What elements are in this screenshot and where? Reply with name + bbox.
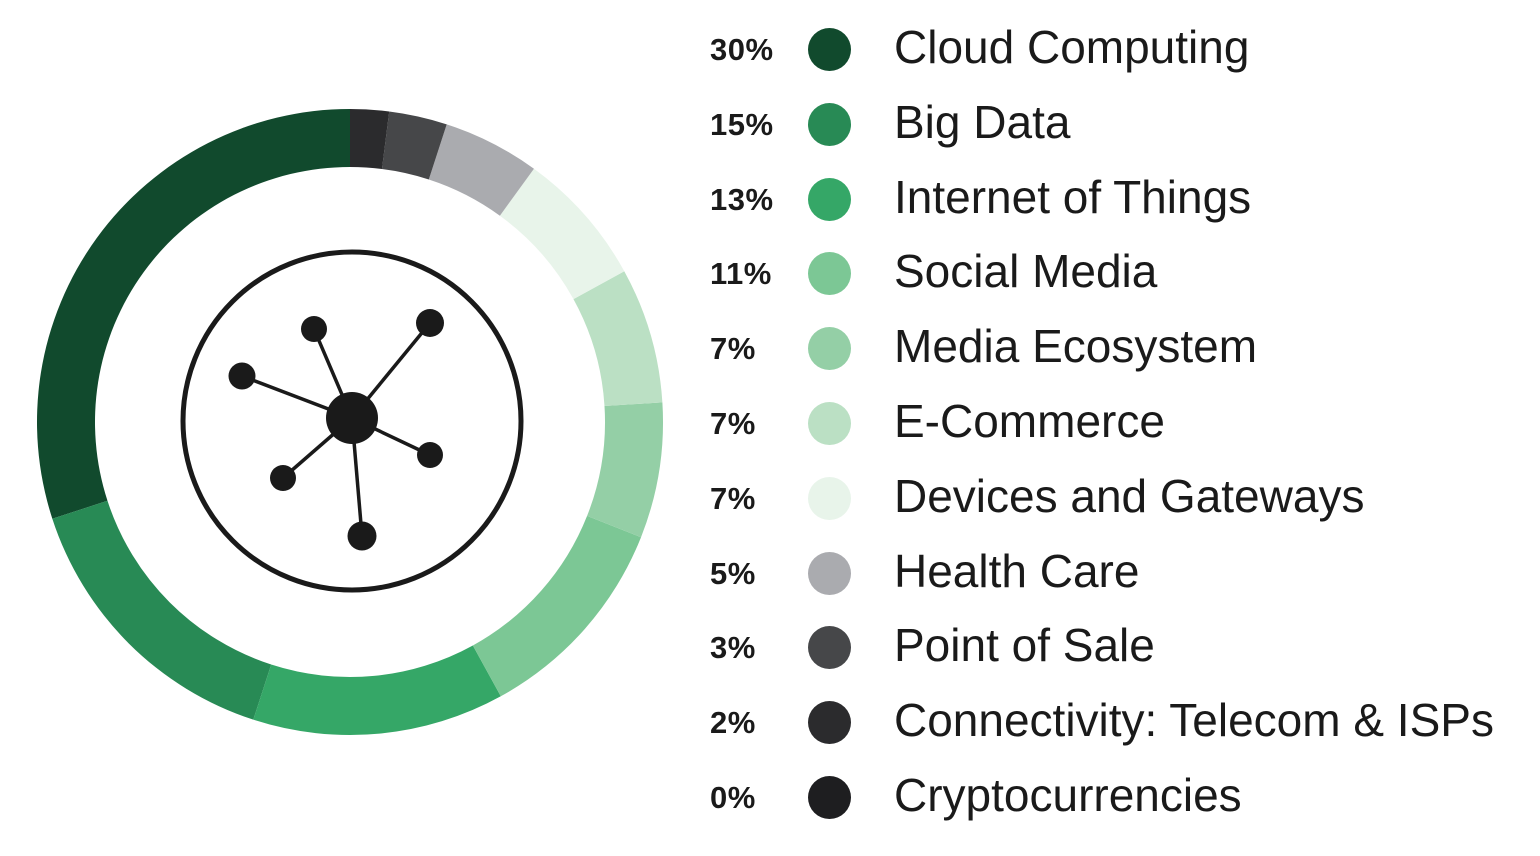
legend-value-label: 0% xyxy=(710,779,756,815)
legend-swatch xyxy=(808,327,851,371)
legend-item: 13% Internet of Things xyxy=(700,162,1530,237)
network-hub-icon xyxy=(180,249,524,593)
legend-category-label: Cryptocurrencies xyxy=(894,768,1242,821)
legend-swatch xyxy=(808,551,851,595)
legend-value-label: 30% xyxy=(710,32,774,67)
legend-item: 11% Social Media xyxy=(700,236,1530,311)
legend-category-label: Connectivity: Telecom & ISPs xyxy=(894,694,1494,747)
legend-category-label: Health Care xyxy=(894,544,1140,597)
chart-legend: 30% Cloud Computing 15% Big Data 13% Internet… xyxy=(700,12,1530,835)
legend-value-label: 2% xyxy=(710,705,756,741)
legend-category-label: Big Data xyxy=(894,95,1071,148)
donut-slice-0 xyxy=(37,109,350,519)
legend-item: 30% Cloud Computing xyxy=(700,12,1530,87)
donut-slice-1 xyxy=(52,500,272,720)
legend-swatch xyxy=(808,252,851,296)
legend-swatch xyxy=(808,626,851,670)
legend-swatch xyxy=(808,775,851,819)
legend-swatch xyxy=(808,28,851,71)
legend-value-label: 15% xyxy=(710,106,774,142)
legend-category-label: Social Media xyxy=(894,245,1158,298)
donut-slice-8 xyxy=(381,111,447,180)
donut-slice-9 xyxy=(350,109,390,170)
legend-item: 15% Big Data xyxy=(700,87,1530,162)
legend-item: 3% Point of Sale xyxy=(700,610,1530,685)
donut-chart xyxy=(0,0,700,856)
legend-category-label: Devices and Gateways xyxy=(894,469,1365,522)
legend-item: 0% Cryptocurrencies xyxy=(700,760,1530,835)
legend-item: 5% Health Care xyxy=(700,536,1530,611)
legend-item: 7% Devices and Gateways xyxy=(700,461,1530,536)
legend-item: 7% E-Commerce xyxy=(700,386,1530,461)
legend-category-label: Internet of Things xyxy=(894,170,1252,223)
donut-slice-5 xyxy=(573,271,663,406)
legend-value-label: 7% xyxy=(710,480,756,516)
donut-chart-svg xyxy=(37,109,663,735)
donut-slices xyxy=(37,109,663,735)
legend-swatch xyxy=(808,701,851,745)
legend-category-label: Media Ecosystem xyxy=(894,320,1258,373)
legend-swatch xyxy=(808,401,851,445)
donut-slice-7 xyxy=(428,124,534,216)
legend-value-label: 3% xyxy=(710,630,756,666)
legend-category-label: Point of Sale xyxy=(894,619,1155,672)
legend-value-label: 13% xyxy=(710,181,774,217)
legend-value-label: 7% xyxy=(710,331,756,367)
donut-slice-4 xyxy=(587,402,663,538)
legend-category-label: Cloud Computing xyxy=(894,21,1250,73)
donut-slice-2 xyxy=(253,645,501,735)
legend-swatch xyxy=(808,476,851,520)
donut-slice-6 xyxy=(499,168,625,300)
legend-item: 2% Connectivity: Telecom & ISPs xyxy=(700,685,1530,760)
legend-value-label: 7% xyxy=(710,405,756,441)
donut-slice-3 xyxy=(472,515,642,697)
legend-category-label: E-Commerce xyxy=(894,394,1165,447)
legend-value-label: 11% xyxy=(710,256,772,292)
legend-value-label: 5% xyxy=(710,555,756,591)
legend-item: 7% Media Ecosystem xyxy=(700,311,1530,386)
legend-swatch xyxy=(808,177,851,221)
legend-swatch xyxy=(808,102,851,146)
